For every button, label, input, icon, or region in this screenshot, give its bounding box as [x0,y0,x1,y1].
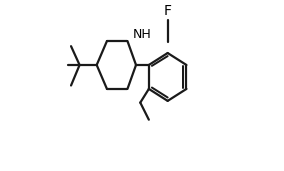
Text: NH: NH [133,28,152,41]
Text: F: F [164,4,172,18]
